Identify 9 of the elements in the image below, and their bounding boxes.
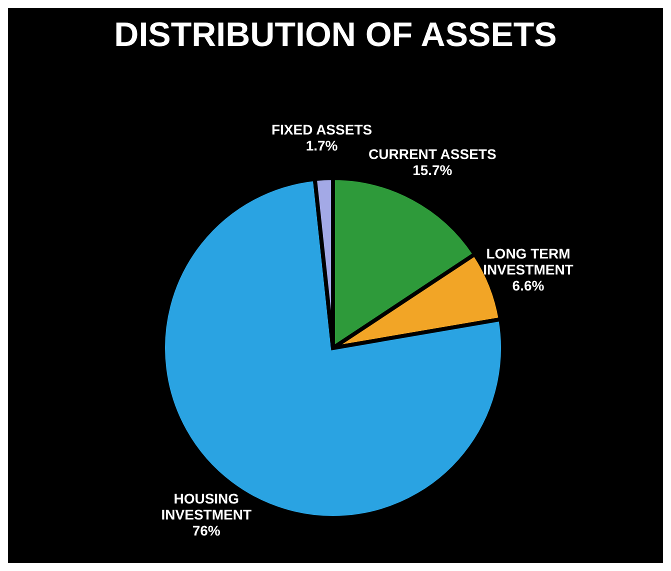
slice-label: HOUSING INVESTMENT [161,490,252,523]
slice-label: LONG TERM INVESTMENT [483,246,574,278]
chart-title: DISTRIBUTION OF ASSETS [113,15,558,56]
slice-label: CURRENT ASSETS [368,146,496,162]
slice-label: FIXED ASSETS [271,121,372,138]
data-label: 6.6% [512,278,545,294]
data-label: 1.7% [306,137,338,154]
data-label: 15.7% [412,162,453,178]
data-label: 76% [192,522,221,539]
